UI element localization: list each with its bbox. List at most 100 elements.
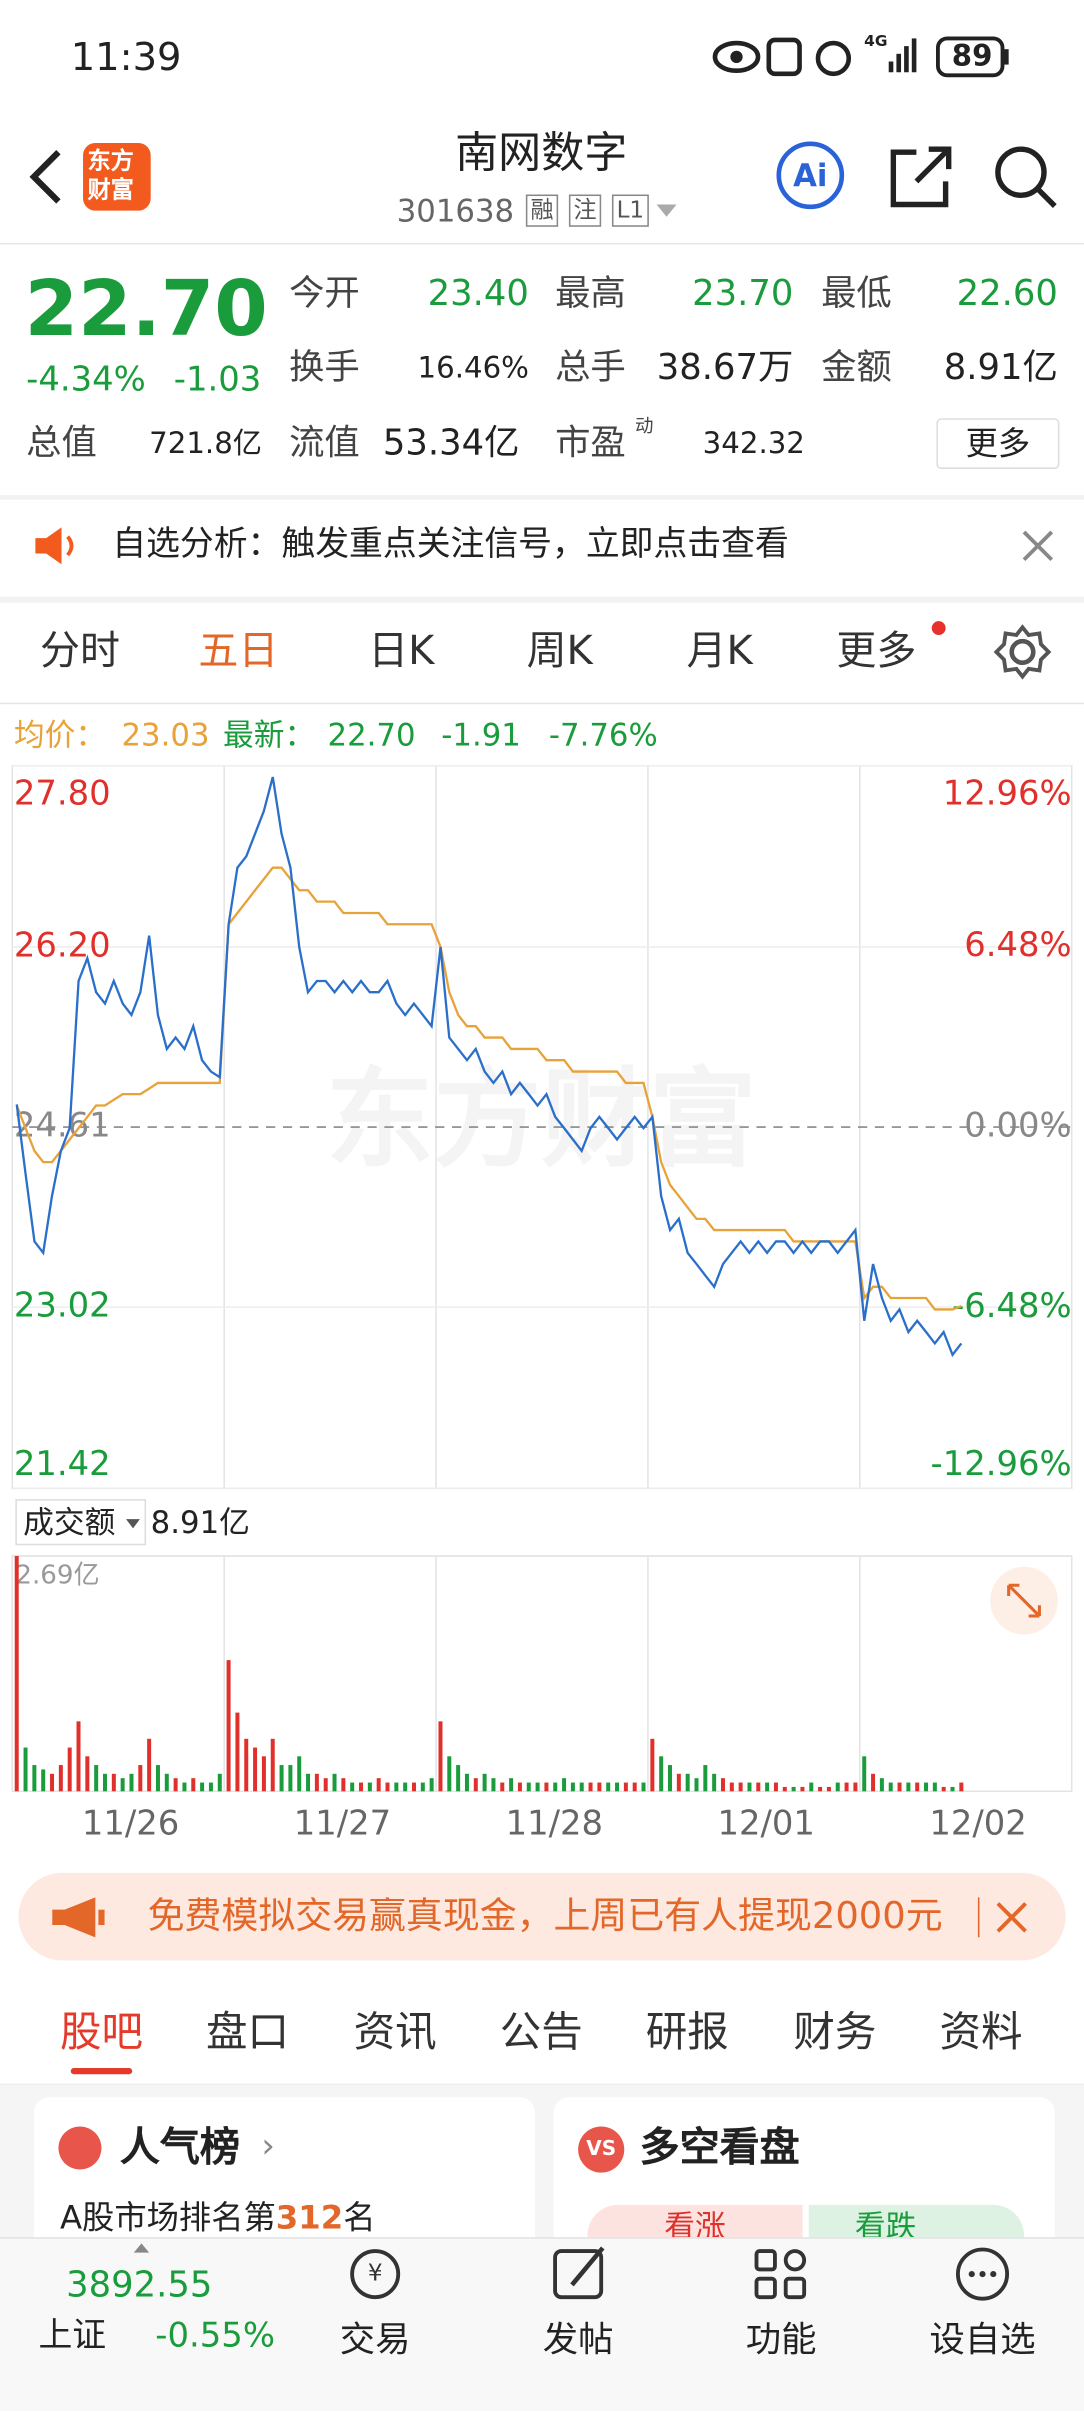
volume-bar	[447, 1756, 452, 1792]
section-tab[interactable]: 研报	[645, 2008, 729, 2057]
volume-bar	[632, 1782, 637, 1792]
volume-bar	[279, 1765, 284, 1792]
separator	[977, 1897, 980, 1938]
dropdown[interactable]	[652, 200, 683, 222]
section-tab[interactable]: 资讯	[353, 2008, 437, 2057]
nav-item[interactable]: 交易	[339, 2320, 411, 2361]
promo-banner[interactable]: 免费模拟交易赢真现金，上周已有人提现2000元	[18, 1872, 1066, 1961]
battery: 89	[951, 39, 993, 74]
field-value: 23.40	[427, 274, 529, 315]
back-button[interactable]	[22, 146, 68, 208]
speaker-icon	[35, 527, 74, 565]
close-button[interactable]	[1021, 529, 1055, 563]
ai-button[interactable]: Ai	[776, 141, 845, 210]
last-change: -1.91	[441, 716, 521, 754]
volume-bar	[791, 1786, 796, 1792]
volume-bar	[915, 1782, 920, 1792]
stock-title: 南网数字	[455, 127, 628, 179]
more-button[interactable]: 更多	[936, 418, 1060, 469]
section-tab[interactable]: 财务	[793, 2008, 877, 2057]
field-label: 最高	[555, 274, 626, 315]
volume-bar	[597, 1782, 602, 1792]
volume-bar	[14, 1556, 19, 1792]
logo-text: 财富	[87, 176, 134, 204]
section-tab[interactable]: 股吧	[59, 2008, 143, 2057]
volume-bar	[932, 1782, 937, 1792]
chevron: ›	[261, 2128, 275, 2167]
volume-bar	[703, 1765, 708, 1792]
y2-tick-label: -6.48%	[952, 1286, 1072, 1325]
volume-bar	[676, 1773, 681, 1792]
y-tick-label: 24.61	[14, 1106, 111, 1145]
volume-bar	[50, 1773, 55, 1792]
status-time: 11:39	[70, 34, 182, 80]
tab[interactable]: 周K	[526, 628, 593, 676]
card-title: 多空看盘	[639, 2124, 800, 2172]
field-value: 342.32	[702, 426, 805, 461]
y2-tick-label: 0.00%	[964, 1106, 1071, 1145]
banner-icon	[52, 1897, 105, 1938]
volume-selector[interactable]: 成交额	[15, 1499, 147, 1546]
y2-tick-label: 6.48%	[964, 925, 1071, 964]
volume-bar	[32, 1765, 37, 1792]
search-button[interactable]	[992, 143, 1060, 211]
volume-bar	[729, 1782, 734, 1792]
nav-item[interactable]: 功能	[745, 2320, 817, 2361]
nav-item[interactable]: 发帖	[542, 2320, 614, 2361]
tab[interactable]: 月K	[686, 628, 753, 676]
volume-bar	[473, 1778, 478, 1792]
divider	[0, 702, 1084, 705]
vs-label: VS	[586, 2138, 617, 2162]
field-label: 总手	[555, 348, 626, 389]
volume-bar	[747, 1782, 752, 1792]
volume-bar	[403, 1782, 408, 1792]
card-icon: VS	[578, 2126, 625, 2173]
volume-bar	[835, 1782, 840, 1792]
section-tab[interactable]: 盘口	[206, 2008, 290, 2057]
notice-text[interactable]: 自选分析：触发重点关注信号，立即点击查看	[112, 525, 789, 565]
bottom-nav	[0, 2237, 1084, 2411]
volume-bar	[314, 1773, 319, 1792]
volume-bar	[102, 1773, 107, 1792]
volume-bar	[244, 1738, 249, 1792]
field-value: 16.46%	[417, 351, 529, 386]
volume-bar	[650, 1738, 655, 1792]
volume-bar	[535, 1782, 540, 1792]
volume-bar	[359, 1782, 364, 1792]
settings-button[interactable]	[993, 623, 1052, 681]
tab[interactable]: 分时	[39, 628, 120, 676]
volume-bar	[332, 1773, 337, 1792]
tab[interactable]: 日K	[368, 628, 435, 676]
volume-bar	[906, 1782, 911, 1792]
volume-bar	[853, 1782, 858, 1792]
volume-bar	[67, 1747, 72, 1792]
section-tab[interactable]: 资料	[939, 2008, 1023, 2057]
field-value: 23.70	[692, 274, 794, 315]
y2-tick-label: -12.96%	[931, 1444, 1072, 1483]
x-tick-label: 12/02	[929, 1804, 1026, 1843]
volume-bar	[226, 1660, 231, 1792]
last-label: 最新：	[222, 716, 316, 754]
volume-bar	[438, 1721, 443, 1792]
ai-label: Ai	[793, 156, 828, 194]
volume-bar	[200, 1782, 205, 1792]
banner-close[interactable]	[993, 1899, 1030, 1936]
index-value[interactable]: 3892.55	[66, 2265, 213, 2306]
volume-bar	[641, 1782, 646, 1792]
volume-bar	[509, 1778, 514, 1792]
tab[interactable]: 五日	[198, 628, 279, 676]
price-line	[15, 776, 963, 1358]
volume-bar	[897, 1782, 902, 1792]
share-button[interactable]	[889, 145, 957, 210]
card-icon	[58, 2126, 102, 2170]
section-tab[interactable]: 公告	[499, 2008, 583, 2057]
card-text: A股市场排名第312名	[60, 2202, 376, 2235]
banner-text: 免费模拟交易赢真现金，上周已有人提现2000元	[147, 1897, 943, 1935]
volume-bar	[553, 1782, 558, 1792]
volume-bar	[429, 1778, 434, 1792]
volume-bar	[253, 1747, 258, 1792]
field-label: 总值	[26, 423, 97, 464]
watermark: 东方财富	[326, 1057, 757, 1182]
nav-item[interactable]: 设自选	[929, 2320, 1036, 2361]
tab[interactable]: 更多	[836, 628, 917, 676]
